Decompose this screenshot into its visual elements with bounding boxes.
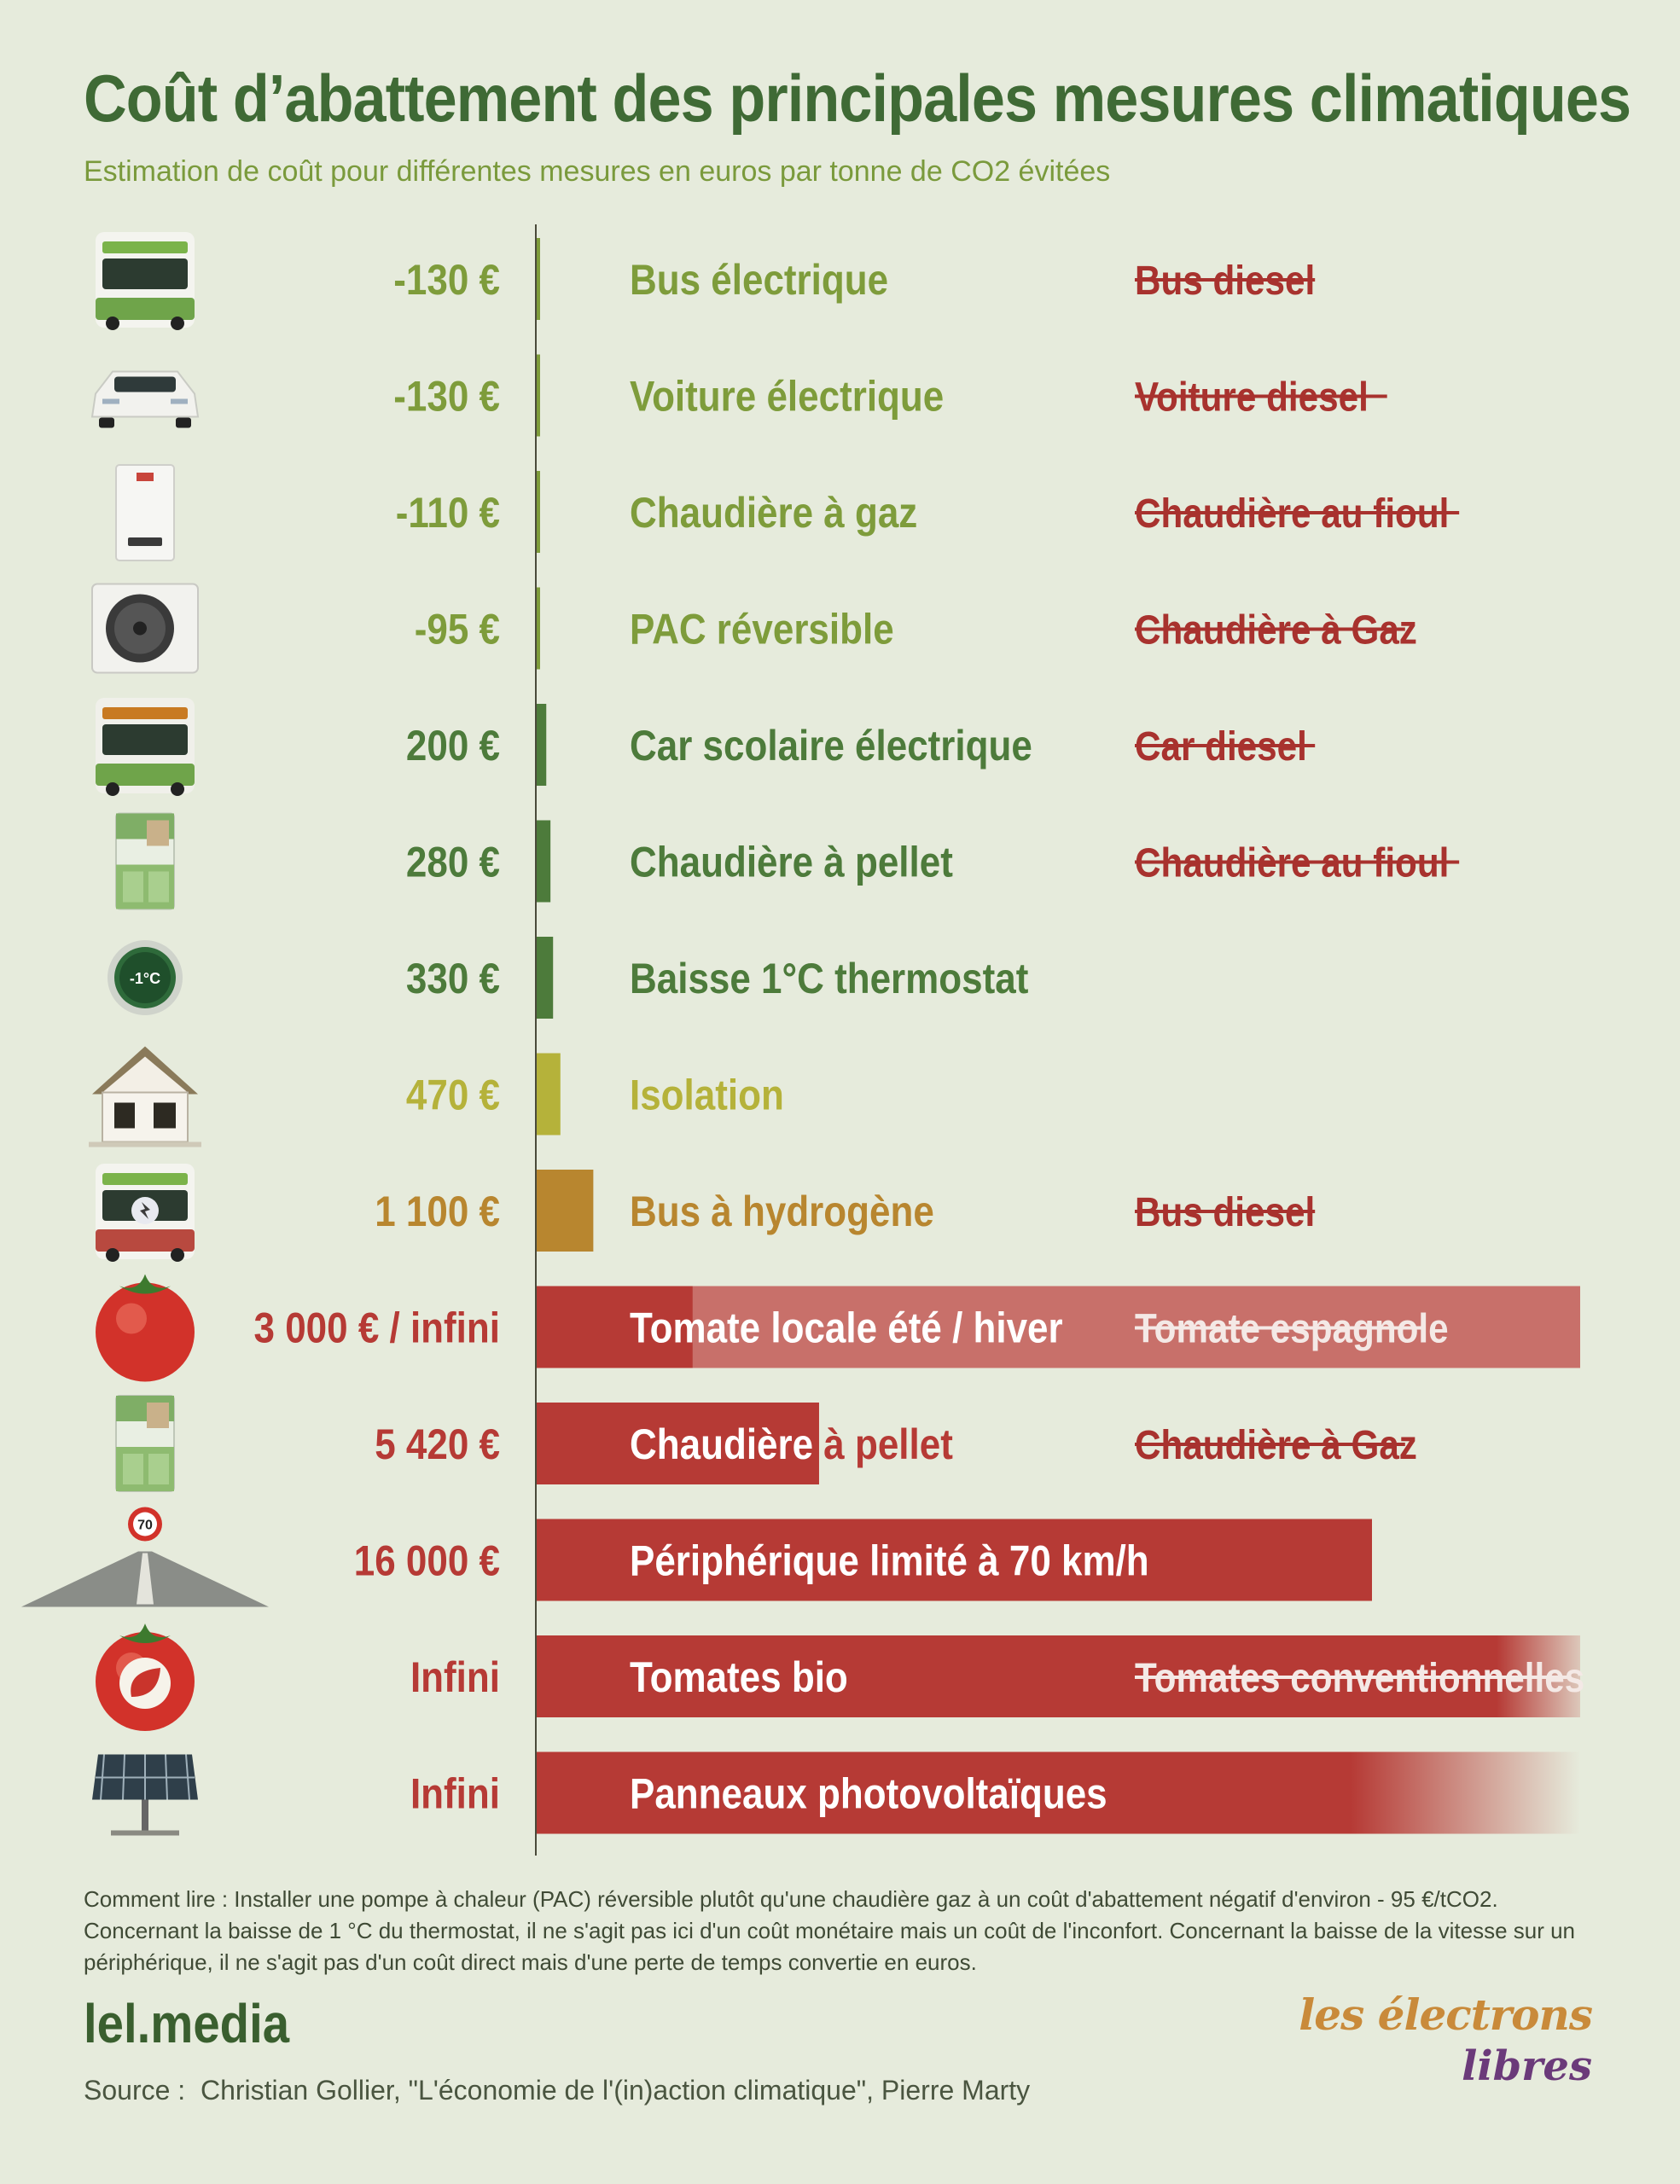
reading-note: Comment lire : Installer une pompe à cha… xyxy=(84,1886,1576,1975)
bar xyxy=(536,1170,594,1252)
thermostat-icon-label: -1°C xyxy=(130,970,160,987)
chart-row: -95 € PAC réversible Chaudière à Gaz xyxy=(91,583,1417,674)
value-label: 280 € xyxy=(406,838,500,886)
measure-label: Chaudière à gaz xyxy=(630,488,917,536)
chart-row: Infini Tomates bio Tomates conventionnelle… xyxy=(96,1623,1584,1731)
chart-row: -1°C 330 € Baisse 1°C thermostat xyxy=(108,937,1029,1019)
measure-label: Périphérique limité à 70 km/h xyxy=(630,1536,1149,1584)
gas-boiler-icon xyxy=(115,464,175,561)
logo-line-1: les électrons xyxy=(1299,1989,1593,2040)
organic-tomato-icon xyxy=(96,1623,195,1731)
electric-bus-icon xyxy=(96,232,195,330)
measure-label: Panneaux photovoltaïques xyxy=(630,1769,1107,1817)
measure-label: Bus à hydrogène xyxy=(630,1187,934,1234)
publisher-logo: les électrons libres xyxy=(1299,1989,1604,2100)
logo-line-2: libres xyxy=(1462,2042,1592,2090)
measure-label: Tomate locale été / hiver xyxy=(630,1304,1063,1351)
bar xyxy=(536,1403,819,1484)
electric-car-icon xyxy=(90,370,200,428)
value-label: -130 € xyxy=(393,372,500,420)
chart-row: -130 € Voiture électrique Voiture diesel xyxy=(90,354,1387,437)
value-label: -130 € xyxy=(393,255,500,303)
chart-row: -110 € Chaudière à gaz Chaudière au fioul xyxy=(115,464,1460,561)
measure-label-overlay: Chaudière à pellet xyxy=(630,1420,953,1467)
road-70-icon: 70 xyxy=(21,1507,269,1607)
measure-label: Car scolaire électrique xyxy=(630,721,1032,769)
measure-label: Chaudière à pellet xyxy=(630,838,953,886)
measure-label: Chaudière à pellet xyxy=(630,1420,953,1467)
bar xyxy=(536,354,540,437)
page-title: Coût d’abattement des principales mesure… xyxy=(84,61,1631,136)
bar xyxy=(536,937,554,1019)
measure-label: Voiture électrique xyxy=(630,372,944,420)
chart-row: -130 € Bus électrique Bus diesel xyxy=(96,232,1315,330)
source-text: Source : Christian Gollier, "L'économie … xyxy=(84,2075,1031,2106)
value-label: 16 000 € xyxy=(354,1536,500,1584)
measure-label: PAC réversible xyxy=(630,605,894,653)
measure-label: Tomates bio xyxy=(630,1653,848,1700)
value-label: 330 € xyxy=(406,954,500,1002)
tomato-icon xyxy=(96,1274,195,1382)
value-label: -110 € xyxy=(396,488,500,536)
chart-row: Infini Panneaux photovoltaïques xyxy=(92,1751,1580,1836)
heat-pump-icon xyxy=(91,583,199,674)
value-label: Infini xyxy=(410,1653,500,1700)
bar xyxy=(536,238,540,320)
bar xyxy=(536,471,540,553)
bar xyxy=(536,820,551,903)
road-sign-label: 70 xyxy=(137,1519,153,1533)
value-label: 3 000 € / infini xyxy=(254,1304,500,1351)
chart-row: 70 16 000 € Périphérique limité à 70 km/h xyxy=(21,1507,1372,1607)
abatement-cost-chart: -130 € Bus électrique Bus diesel-130 € Voit… xyxy=(21,224,1584,1856)
pellet-boiler-icon xyxy=(115,812,175,910)
value-label: -95 € xyxy=(415,605,500,653)
pellet-boiler-icon xyxy=(115,1395,175,1492)
school-bus-icon xyxy=(96,698,195,796)
chart-row: 470 € Isolation xyxy=(89,1046,784,1147)
value-label: 200 € xyxy=(406,721,500,769)
measure-label: Isolation xyxy=(630,1071,784,1118)
bar xyxy=(536,1286,693,1368)
chart-row: 280 € Chaudière à pellet Chaudière au fiou… xyxy=(115,812,1460,910)
chart-row: 1 100 € Bus à hydrogène Bus diesel xyxy=(96,1164,1315,1262)
bar xyxy=(536,587,540,670)
bar xyxy=(536,1751,1580,1834)
measure-label: Baisse 1°C thermostat xyxy=(630,954,1029,1002)
bar xyxy=(536,704,547,786)
value-label: 1 100 € xyxy=(375,1187,500,1234)
thermostat-icon: -1°C xyxy=(108,940,183,1015)
value-label: 5 420 € xyxy=(375,1420,500,1467)
brand-name: lel.media xyxy=(84,1993,290,2054)
value-label: Infini xyxy=(410,1769,500,1817)
chart-row: 3 000 € / infini Tomate locale été / hive… xyxy=(96,1274,1580,1382)
value-label: 470 € xyxy=(406,1071,500,1118)
bar xyxy=(536,1053,561,1136)
house-icon xyxy=(89,1046,201,1147)
solar-panel-icon xyxy=(92,1754,198,1836)
hydrogen-bus-icon xyxy=(96,1164,195,1262)
bar xyxy=(536,1519,1372,1601)
chart-row: 200 € Car scolaire électrique Car diesel xyxy=(96,698,1316,796)
measure-label: Bus électrique xyxy=(630,255,888,303)
page-subtitle: Estimation de coût pour différentes mesu… xyxy=(84,155,1111,188)
